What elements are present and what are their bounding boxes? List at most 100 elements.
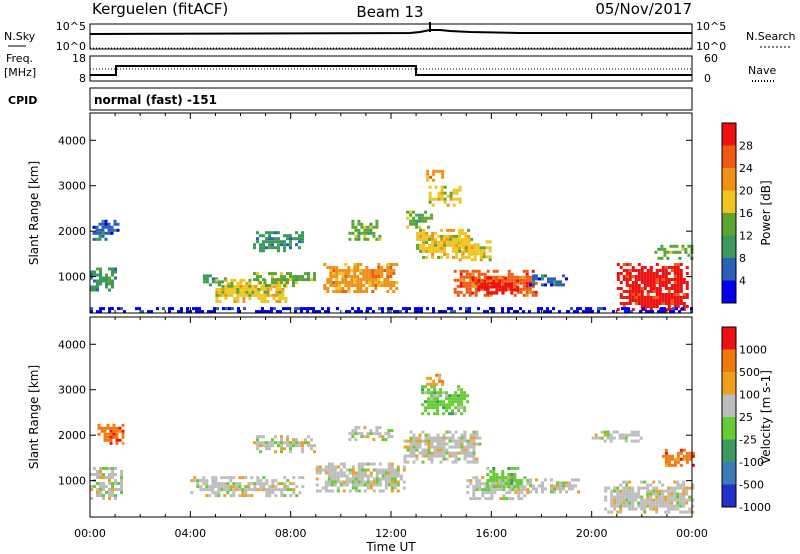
cell: [300, 310, 303, 314]
cell: [667, 504, 671, 508]
cell: [363, 231, 367, 235]
cell: [371, 281, 375, 284]
cell: [541, 487, 544, 491]
cell: [232, 485, 236, 489]
cell: [357, 222, 361, 226]
cell: [307, 272, 310, 276]
cell: [457, 388, 461, 392]
cell: [202, 476, 206, 480]
colorbar-tick-label: 100: [739, 389, 760, 402]
cell: [437, 240, 441, 244]
cell: [380, 272, 384, 275]
cell: [378, 462, 382, 466]
cell: [676, 299, 680, 302]
cell: [353, 275, 357, 278]
cell: [284, 281, 288, 285]
cell: [439, 454, 443, 458]
cell: [99, 485, 102, 488]
cell: [434, 243, 438, 247]
cell: [138, 307, 141, 311]
cell: [329, 266, 333, 269]
cell: [417, 310, 420, 314]
cell: [466, 394, 470, 398]
cell: [294, 307, 297, 311]
cell: [508, 476, 512, 480]
cell: [347, 275, 351, 278]
cell: [459, 307, 462, 311]
cell: [640, 302, 644, 305]
cell: [655, 263, 659, 266]
cell: [625, 278, 629, 281]
cell: [218, 299, 222, 303]
cell: [289, 494, 293, 498]
cell: [453, 278, 457, 282]
cell: [679, 272, 683, 275]
cell: [651, 310, 654, 314]
cell: [224, 296, 228, 300]
cell: [463, 433, 467, 437]
cell: [96, 488, 99, 491]
cell: [280, 278, 283, 282]
cell: [329, 272, 333, 275]
cell: [445, 409, 449, 413]
cell: [453, 269, 457, 273]
cell: [451, 451, 455, 455]
cell: [366, 237, 370, 241]
cell: [329, 275, 333, 278]
cell: [365, 266, 369, 269]
cell: [387, 480, 391, 484]
cell: [229, 479, 233, 483]
cell: [354, 483, 358, 487]
cell: [432, 310, 435, 314]
y-tick-label: 4000: [58, 338, 86, 351]
cell: [505, 491, 509, 495]
cell: [114, 497, 117, 500]
cell: [377, 266, 381, 269]
cell: [393, 486, 397, 490]
cell: [286, 488, 290, 492]
cell: [199, 485, 203, 489]
cell: [384, 471, 388, 475]
cell: [492, 310, 495, 314]
cell: [660, 310, 663, 314]
cell: [298, 234, 301, 238]
cell: [483, 293, 487, 297]
cell: [390, 429, 394, 433]
cell: [658, 287, 662, 290]
cell: [303, 307, 306, 311]
cell: [354, 489, 358, 493]
cell: [110, 231, 114, 235]
cell: [372, 483, 376, 487]
cell: [196, 479, 200, 483]
cell: [262, 234, 265, 238]
cell: [186, 307, 189, 311]
cell: [619, 296, 623, 299]
cell: [492, 307, 495, 311]
cell: [643, 275, 647, 278]
cell: [96, 273, 99, 277]
cell: [495, 276, 499, 280]
velocity-region: [253, 435, 316, 454]
cell: [330, 483, 334, 487]
cell: [360, 310, 363, 314]
cell: [516, 281, 520, 285]
cell: [428, 197, 432, 201]
cell: [682, 486, 686, 490]
cell: [110, 228, 114, 232]
cell: [345, 483, 349, 487]
cell: [486, 482, 490, 485]
cell: [247, 488, 251, 492]
cell: [488, 249, 492, 253]
cell: [283, 234, 286, 238]
cell: [233, 296, 237, 300]
cell: [359, 269, 363, 272]
cell: [389, 284, 393, 287]
nsearch-tick-top: 10^5: [696, 20, 726, 33]
cell: [105, 476, 108, 479]
cell: [460, 448, 464, 452]
cell: [465, 284, 469, 288]
cell: [357, 471, 361, 475]
cell: [396, 489, 400, 493]
cell: [369, 483, 373, 487]
